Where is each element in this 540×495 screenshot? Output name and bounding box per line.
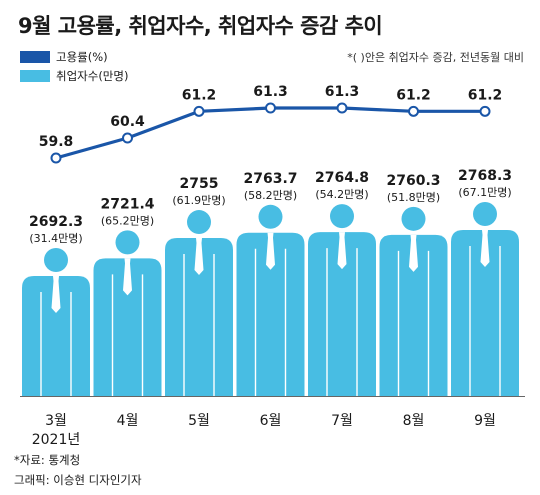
rate-label-4: 61.3 bbox=[325, 84, 360, 100]
employed-label-4: 2764.8 bbox=[315, 170, 369, 186]
employed-bar-1 bbox=[93, 258, 162, 396]
source-label: *자료: 통계청 bbox=[14, 453, 81, 467]
employed-bar-3 bbox=[236, 232, 305, 396]
month-label-6: 9월 bbox=[474, 413, 496, 429]
year-label: 2021년 bbox=[32, 432, 81, 448]
employed-bar-0 bbox=[22, 276, 90, 396]
rate-label-3: 61.3 bbox=[253, 84, 288, 100]
employed-bar-tie-2 bbox=[194, 238, 204, 276]
employed-bar-head-5 bbox=[401, 206, 426, 231]
credit-label: 그래픽: 이승현 디자인기자 bbox=[14, 473, 142, 487]
increase-label-0: (31.4만명) bbox=[29, 232, 82, 245]
employed-bar-tie-5 bbox=[409, 234, 418, 272]
increase-label-4: (54.2만명) bbox=[315, 188, 368, 201]
legend-label-rate: 고용률(%) bbox=[56, 50, 108, 64]
month-label-0: 3월 bbox=[45, 413, 67, 429]
rate-point-3 bbox=[265, 102, 276, 114]
employed-bar-head-0 bbox=[44, 248, 68, 272]
legend-swatch-rate bbox=[20, 51, 50, 63]
employed-label-6: 2768.3 bbox=[458, 168, 512, 184]
legend-swatch-employed bbox=[20, 70, 50, 82]
increase-label-6: (67.1만명) bbox=[458, 186, 511, 199]
employed-bar-head-1 bbox=[115, 230, 140, 255]
rate-point-2 bbox=[193, 105, 205, 117]
employed-bar-head-2 bbox=[187, 210, 211, 235]
employed-label-2: 2755 bbox=[180, 176, 219, 192]
increase-label-1: (65.2만명) bbox=[101, 214, 154, 227]
rate-point-0 bbox=[50, 152, 62, 164]
rate-label-0: 59.8 bbox=[39, 134, 74, 150]
chart-note: *( )안은 취업자수 증감, 전년동월 대비 bbox=[347, 51, 524, 64]
employed-label-1: 2721.4 bbox=[100, 196, 154, 212]
rate-label-2: 61.2 bbox=[182, 87, 217, 103]
employed-bar-2 bbox=[165, 238, 233, 396]
month-label-3: 6월 bbox=[260, 413, 282, 429]
rate-point-5 bbox=[408, 105, 419, 117]
employed-bar-6 bbox=[451, 230, 519, 396]
month-label-5: 8월 bbox=[403, 413, 425, 429]
chart-title: 9월 고용률, 취업자수, 취업자수 증감 추이 bbox=[18, 14, 383, 38]
employed-bar-head-4 bbox=[330, 204, 354, 229]
legend-item-rate: 고용률(%) bbox=[20, 49, 108, 65]
legend-label-employed: 취업자수(만명) bbox=[56, 69, 129, 83]
increase-label-2: (61.9만명) bbox=[172, 194, 225, 207]
employed-bar-tie-4 bbox=[337, 232, 347, 270]
rate-label-6: 61.2 bbox=[468, 87, 503, 103]
legend-item-employed: 취업자수(만명) bbox=[20, 68, 128, 84]
employed-bar-head-6 bbox=[473, 202, 497, 226]
rate-point-6 bbox=[479, 105, 491, 117]
employed-bar-tie-0 bbox=[51, 276, 61, 313]
month-label-4: 7월 bbox=[331, 413, 353, 429]
employed-bar-head-3 bbox=[258, 204, 283, 229]
month-label-2: 5월 bbox=[188, 413, 210, 429]
employed-label-0: 2692.3 bbox=[29, 214, 83, 230]
employed-bar-5 bbox=[379, 234, 448, 396]
employed-bar-tie-3 bbox=[266, 232, 275, 270]
rate-point-1 bbox=[122, 132, 133, 144]
rate-label-1: 60.4 bbox=[110, 114, 145, 130]
increase-label-5: (51.8만명) bbox=[387, 191, 440, 204]
rate-point-4 bbox=[336, 102, 348, 114]
month-label-1: 4월 bbox=[117, 413, 139, 429]
employed-bar-tie-6 bbox=[480, 230, 490, 267]
rate-label-5: 61.2 bbox=[396, 87, 431, 103]
employed-label-3: 2763.7 bbox=[243, 171, 297, 187]
employed-label-5: 2760.3 bbox=[386, 173, 440, 189]
increase-label-3: (58.2만명) bbox=[244, 189, 297, 202]
employed-bar-tie-1 bbox=[123, 258, 132, 296]
employed-bar-4 bbox=[308, 232, 376, 396]
